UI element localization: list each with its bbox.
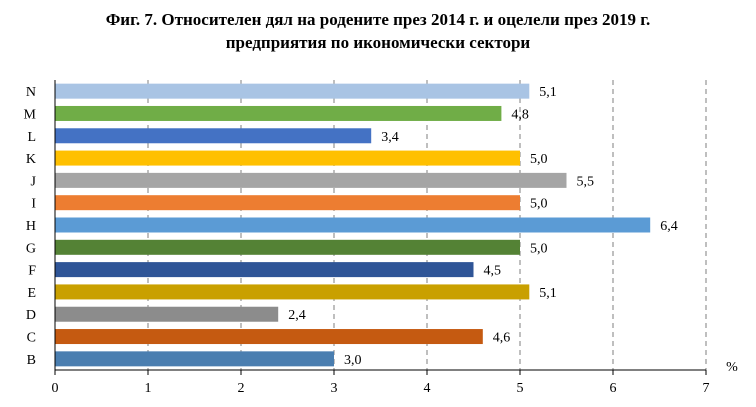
- bar-I: [55, 195, 520, 211]
- category-label-E: E: [27, 286, 36, 301]
- chart-title: Фиг. 7. Относителен дял на родените през…: [0, 8, 756, 54]
- category-label-H: H: [26, 219, 36, 234]
- value-label-C: 4,6: [493, 331, 511, 346]
- x-tick-label-1: 1: [145, 381, 152, 396]
- value-label-L: 3,4: [381, 130, 399, 145]
- chart-title-line-1: Фиг. 7. Относителен дял на родените през…: [105, 10, 651, 29]
- bar-G: [55, 239, 520, 255]
- value-label-F: 4,5: [484, 264, 502, 279]
- category-label-F: F: [28, 264, 36, 279]
- category-label-D: D: [26, 308, 36, 323]
- x-tick-label-4: 4: [424, 381, 431, 396]
- category-label-N: N: [26, 85, 36, 100]
- x-tick-label-3: 3: [331, 381, 338, 396]
- x-tick-label-5: 5: [517, 381, 524, 396]
- x-tick-label-7: 7: [703, 381, 710, 396]
- value-label-E: 5,1: [539, 286, 557, 301]
- category-label-G: G: [26, 241, 36, 256]
- bar-E: [55, 284, 530, 300]
- value-label-N: 5,1: [539, 85, 557, 100]
- category-label-L: L: [27, 130, 36, 145]
- unit-label: %: [726, 360, 738, 375]
- value-label-H: 6,4: [660, 219, 678, 234]
- category-label-I: I: [31, 197, 36, 212]
- category-label-M: M: [24, 107, 37, 122]
- bar-B: [55, 351, 334, 367]
- category-label-J: J: [31, 174, 37, 189]
- value-label-B: 3,0: [344, 353, 362, 368]
- value-label-G: 5,0: [530, 241, 548, 256]
- value-label-I: 5,0: [530, 197, 548, 212]
- bar-D: [55, 306, 279, 322]
- category-label-K: K: [26, 152, 36, 167]
- bar-N: [55, 83, 530, 99]
- chart-title-line-2: предприятия по икономически сектори: [225, 33, 531, 52]
- x-tick-label-2: 2: [238, 381, 245, 396]
- bar-L: [55, 128, 372, 144]
- bar-F: [55, 262, 474, 278]
- value-label-D: 2,4: [288, 308, 306, 323]
- value-label-M: 4,8: [511, 107, 529, 122]
- category-label-C: C: [27, 331, 36, 346]
- bar-K: [55, 150, 520, 166]
- bar-J: [55, 172, 567, 188]
- value-label-K: 5,0: [530, 152, 548, 167]
- bar-H: [55, 217, 651, 233]
- bar-C: [55, 329, 483, 345]
- category-label-B: B: [27, 353, 36, 368]
- x-tick-label-6: 6: [610, 381, 617, 396]
- bar-M: [55, 105, 502, 121]
- value-label-J: 5,5: [577, 174, 595, 189]
- x-tick-label-0: 0: [52, 381, 59, 396]
